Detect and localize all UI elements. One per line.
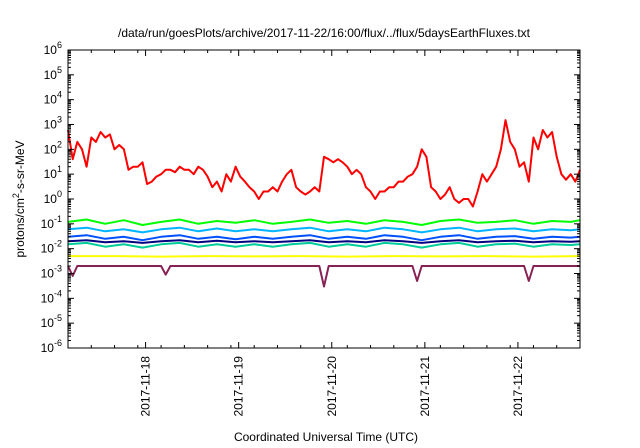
series-line-2	[67, 218, 581, 226]
x-axis: 2017-11-18 2017-11-19 2017-11-20 2017-11-21…	[90, 50, 558, 417]
plot-frame	[67, 49, 581, 349]
series-layer	[67, 119, 581, 288]
x-tick-label: 2017-11-18	[139, 356, 153, 417]
series-line-7	[68, 255, 581, 258]
series-line-3	[67, 226, 581, 234]
y-axis: 10-6 10-5 10-4 10-3 10-2 10-1 100 101 102 103 104 1…	[41, 40, 580, 355]
y-tick-label: 10-3	[41, 264, 62, 281]
y-tick-label: 101	[44, 164, 62, 181]
y-tick-label: 10-4	[41, 288, 62, 305]
y-tick-label: 105	[44, 65, 62, 82]
series-line-5	[67, 241, 581, 249]
y-tick-label: 100	[44, 189, 62, 206]
y-tick-label: 103	[44, 115, 62, 132]
series-line-6	[67, 239, 581, 244]
series-line-8	[67, 265, 580, 288]
x-axis-label: Coordinated Universal Time (UTC)	[234, 430, 418, 444]
x-tick-label: 2017-11-22	[511, 356, 525, 417]
y-tick-label: 10-5	[41, 313, 62, 330]
series-line-4	[67, 234, 581, 242]
x-tick-label: 2017-11-21	[418, 356, 432, 417]
y-tick-label: 106	[44, 40, 62, 57]
y-tick-label: 10-2	[41, 239, 62, 256]
x-tick-label: 2017-11-20	[325, 356, 339, 417]
series-line-1	[67, 119, 581, 208]
y-axis-label: protons/cm2-s-sr-MeV	[11, 140, 27, 257]
y-tick-label: 104	[44, 90, 62, 107]
y-tick-label: 10-6	[41, 338, 62, 355]
y-tick-label: 102	[44, 139, 62, 156]
y-tick-label: 10-1	[41, 214, 62, 231]
x-tick-label: 2017-11-19	[232, 356, 246, 417]
chart-title: /data/run/goesPlots/archive/2017-11-22/1…	[118, 26, 531, 40]
